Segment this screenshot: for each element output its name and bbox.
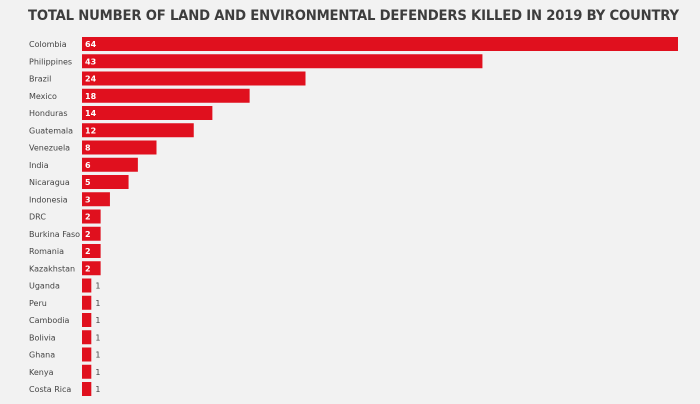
bar <box>82 123 194 138</box>
bar-group: Indonesia 3 <box>29 192 110 207</box>
value-label: 1 <box>95 282 100 291</box>
bar-group: Costa Rica 1 <box>29 382 100 396</box>
value-label: 1 <box>95 385 100 394</box>
bar-group: Kazakhstan 2 <box>29 261 101 276</box>
bar-group: Philippines 43 <box>29 54 483 69</box>
bar <box>82 226 101 241</box>
category-label: Nicaragua <box>29 178 70 187</box>
bar-group: Cambodia 1 <box>29 313 100 327</box>
chart-title: TOTAL NUMBER OF LAND AND ENVIRONMENTAL D… <box>28 8 679 24</box>
bar-group: DRC 2 <box>29 209 101 224</box>
bar-group: Bolivia 1 <box>29 330 100 345</box>
bar-group: Mexico 18 <box>29 88 250 103</box>
category-label: DRC <box>29 213 46 222</box>
bar-group: Peru 1 <box>29 295 100 310</box>
bar-group: Colombia 64 <box>29 37 678 51</box>
category-label: Ghana <box>29 351 55 360</box>
bar <box>82 347 92 362</box>
category-label: Uganda <box>29 282 60 291</box>
bar <box>82 244 101 258</box>
bar <box>82 330 92 345</box>
category-label: Burkina Faso <box>29 230 80 239</box>
category-label: Indonesia <box>29 195 68 204</box>
bar <box>82 295 92 310</box>
bar <box>82 175 129 189</box>
value-label: 1 <box>95 299 100 308</box>
bar <box>82 313 92 327</box>
category-label: Colombia <box>29 40 67 49</box>
value-label: 2 <box>85 247 91 256</box>
bar <box>82 364 92 379</box>
bar-group: India 6 <box>29 157 138 172</box>
category-label: Romania <box>29 247 64 256</box>
category-label: India <box>29 161 49 170</box>
value-label: 1 <box>95 316 100 325</box>
bar <box>82 382 92 396</box>
value-label: 12 <box>85 126 96 135</box>
bar-group: Venezuela 8 <box>29 140 157 155</box>
value-label: 1 <box>95 368 100 377</box>
bar <box>82 278 92 293</box>
bar-group: Nicaragua 5 <box>29 175 129 189</box>
bar <box>82 261 101 276</box>
bar <box>82 71 306 86</box>
bar-group: Burkina Faso 2 <box>29 226 101 241</box>
category-label: Mexico <box>29 92 57 101</box>
value-label: 2 <box>85 213 91 222</box>
category-label: Honduras <box>29 109 68 118</box>
value-label: 14 <box>85 109 97 118</box>
category-label: Brazil <box>29 75 51 84</box>
bar-group: Guatemala 12 <box>29 123 194 138</box>
value-label: 3 <box>85 195 91 204</box>
bar-group: Brazil 24 <box>29 71 306 86</box>
bar <box>82 209 101 224</box>
bar <box>82 88 250 103</box>
bar <box>82 140 157 155</box>
bar-group: Kenya 1 <box>29 364 100 379</box>
bar-group: Ghana 1 <box>29 347 100 362</box>
category-label: Venezuela <box>29 144 70 153</box>
category-label: Guatemala <box>29 126 73 135</box>
value-label: 2 <box>85 264 91 273</box>
category-label: Philippines <box>29 57 72 66</box>
value-label: 43 <box>85 57 96 66</box>
value-label: 18 <box>85 92 97 101</box>
bar-group: Uganda 1 <box>29 278 100 293</box>
bar-group: Honduras 14 <box>29 106 213 120</box>
value-label: 2 <box>85 230 91 239</box>
value-label: 24 <box>85 75 97 84</box>
category-label: Peru <box>29 299 47 308</box>
bar <box>82 106 213 120</box>
value-label: 8 <box>85 144 91 153</box>
category-label: Cambodia <box>29 316 70 325</box>
value-label: 1 <box>95 351 100 360</box>
bar-group: Romania 2 <box>29 244 101 258</box>
value-label: 64 <box>85 40 97 49</box>
category-label: Bolivia <box>29 333 56 342</box>
bar <box>82 37 678 51</box>
category-label: Kenya <box>29 368 54 377</box>
category-label: Costa Rica <box>29 385 71 394</box>
value-label: 6 <box>85 161 91 170</box>
bar <box>82 192 110 207</box>
bar <box>82 157 138 172</box>
bar <box>82 54 483 69</box>
value-label: 5 <box>85 178 91 187</box>
value-label: 1 <box>95 333 100 342</box>
category-label: Kazakhstan <box>29 264 75 273</box>
